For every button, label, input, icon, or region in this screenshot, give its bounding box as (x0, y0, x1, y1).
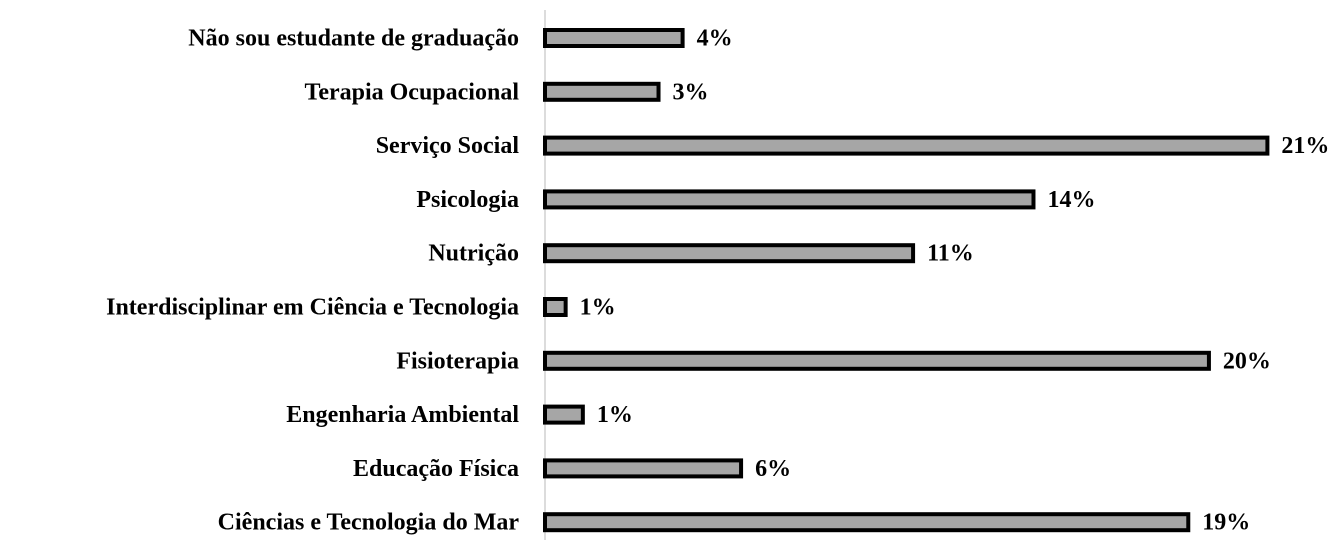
bar (543, 81, 661, 102)
bar (543, 243, 916, 264)
bar (543, 458, 744, 479)
category-label: Educação Física (353, 456, 519, 482)
value-label: 1% (580, 295, 616, 321)
value-label: 1% (597, 402, 633, 428)
bar (543, 350, 1211, 371)
category-label: Não sou estudante de graduação (188, 26, 519, 52)
bar (543, 512, 1191, 533)
value-label: 14% (1047, 187, 1095, 213)
bar (543, 189, 1036, 210)
bar (543, 297, 568, 317)
category-label: Fisioterapia (396, 348, 519, 374)
category-label: Interdisciplinar em Ciência e Tecnologia (106, 295, 519, 321)
value-label: 3% (673, 79, 709, 105)
value-label: 11% (927, 241, 974, 267)
value-label: 6% (755, 456, 791, 482)
bar (543, 28, 685, 48)
category-label: Ciências e Tecnologia do Mar (218, 510, 520, 536)
category-label: Psicologia (416, 187, 519, 213)
category-label: Serviço Social (376, 133, 520, 159)
value-label: 20% (1223, 348, 1271, 374)
value-label: 19% (1202, 510, 1250, 536)
bar (543, 404, 585, 425)
category-label: Terapia Ocupacional (305, 79, 520, 105)
category-label: Engenharia Ambiental (286, 402, 519, 428)
value-label: 4% (697, 26, 733, 52)
value-label: 21% (1281, 133, 1329, 159)
bar (543, 135, 1270, 156)
category-label: Nutrição (428, 241, 519, 267)
